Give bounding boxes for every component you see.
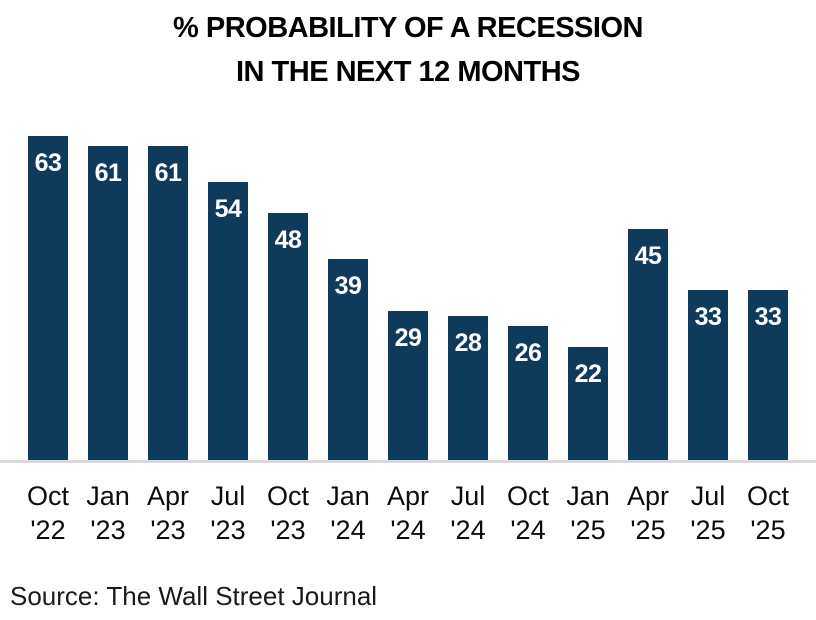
- bar: 26: [508, 326, 548, 460]
- x-axis-tick-year: '24: [510, 515, 546, 545]
- bar-plot-area: 63 61 61 54 48 39 29 28 26 22 45 33 33: [28, 136, 788, 460]
- bar: 29: [388, 311, 428, 460]
- bar: 22: [568, 347, 608, 460]
- x-axis-tick-month: Jan: [86, 481, 130, 511]
- x-axis-tick-year: '23: [210, 515, 246, 545]
- x-axis-tick-year: '25: [630, 515, 666, 545]
- x-axis-tick-label: Apr '25: [626, 479, 670, 547]
- bar: 39: [328, 259, 368, 460]
- bar-value-label: 63: [34, 149, 62, 177]
- x-axis-tick-year: '22: [30, 515, 66, 545]
- x-axis-tick-label: Oct '24: [507, 479, 550, 547]
- bar: 61: [88, 146, 128, 460]
- x-axis-tick-label: Oct '22: [27, 479, 70, 547]
- x-axis-baseline: [0, 460, 816, 463]
- bar-value-label: 33: [754, 303, 782, 331]
- x-axis-tick-month: Oct: [267, 481, 310, 511]
- x-axis-tick-label: Jan '23: [86, 479, 130, 547]
- x-axis-tick-label: Apr '24: [386, 479, 430, 547]
- x-axis-tick-month: Jan: [566, 481, 610, 511]
- x-axis-tick-label: Jul '25: [688, 479, 728, 547]
- x-axis-tick-year: '24: [390, 515, 426, 545]
- bar-value-label: 61: [94, 159, 122, 187]
- bar-value-label: 26: [514, 339, 542, 367]
- x-axis-tick-month: Oct: [747, 481, 790, 511]
- x-axis-tick-month: Oct: [507, 481, 550, 511]
- source-caption: Source: The Wall Street Journal: [10, 581, 378, 611]
- x-axis-tick-month: Jul: [210, 481, 246, 511]
- bar: 48: [268, 213, 308, 460]
- bar-value-label: 54: [214, 195, 242, 223]
- x-axis-tick-year: '25: [570, 515, 606, 545]
- x-axis-tick-label: Jul '23: [208, 479, 248, 547]
- bar-value-label: 48: [274, 226, 302, 254]
- x-axis-labels: Oct '22 Jan '23 Apr '23 Jul '23 Oct '23 Jan '24 Apr '…: [27, 479, 790, 547]
- bar: 54: [208, 182, 248, 460]
- chart-title: % PROBABILITY OF A RECESSION IN THE NEXT…: [0, 0, 816, 94]
- bar: 61: [148, 146, 188, 460]
- x-axis-tick-label: Apr '23: [146, 479, 190, 547]
- x-axis-tick-label: Jan '25: [566, 479, 610, 547]
- bar: 45: [628, 229, 668, 460]
- chart-title-line1: % PROBABILITY OF A RECESSION: [173, 12, 643, 44]
- bar: 28: [448, 316, 488, 460]
- bar-value-label: 39: [334, 272, 362, 300]
- x-axis-tick-year: '23: [270, 515, 306, 545]
- bar: 33: [688, 290, 728, 460]
- x-axis-tick-year: '25: [690, 515, 726, 545]
- chart-title-line2: IN THE NEXT 12 MONTHS: [236, 56, 581, 88]
- bar-value-label: 61: [154, 159, 182, 187]
- bar-value-label: 33: [694, 303, 722, 331]
- x-axis-tick-year: '24: [450, 515, 486, 545]
- x-axis-tick-year: '23: [150, 515, 186, 545]
- bar-value-label: 45: [634, 242, 662, 270]
- bar: 63: [28, 136, 68, 460]
- x-axis-tick-label: Oct '25: [747, 479, 790, 547]
- bar-value-label: 28: [454, 329, 482, 357]
- x-axis-tick-year: '23: [90, 515, 126, 545]
- x-axis-tick-year: '25: [750, 515, 786, 545]
- x-axis-tick-label: Jan '24: [326, 479, 370, 547]
- x-axis-tick-month: Apr: [146, 481, 190, 511]
- x-axis-tick-month: Jul: [690, 481, 726, 511]
- x-axis-tick-year: '24: [330, 515, 366, 545]
- bar: 33: [748, 290, 788, 460]
- bar-value-label: 22: [574, 360, 602, 388]
- x-axis-tick-label: Oct '23: [267, 479, 310, 547]
- x-axis-tick-month: Oct: [27, 481, 70, 511]
- x-axis-tick-month: Jan: [326, 481, 370, 511]
- bar-value-label: 29: [394, 324, 422, 352]
- x-axis-tick-month: Apr: [386, 481, 430, 511]
- x-axis-tick-month: Apr: [626, 481, 670, 511]
- x-axis-tick-month: Jul: [450, 481, 486, 511]
- x-axis-tick-label: Jul '24: [448, 479, 488, 547]
